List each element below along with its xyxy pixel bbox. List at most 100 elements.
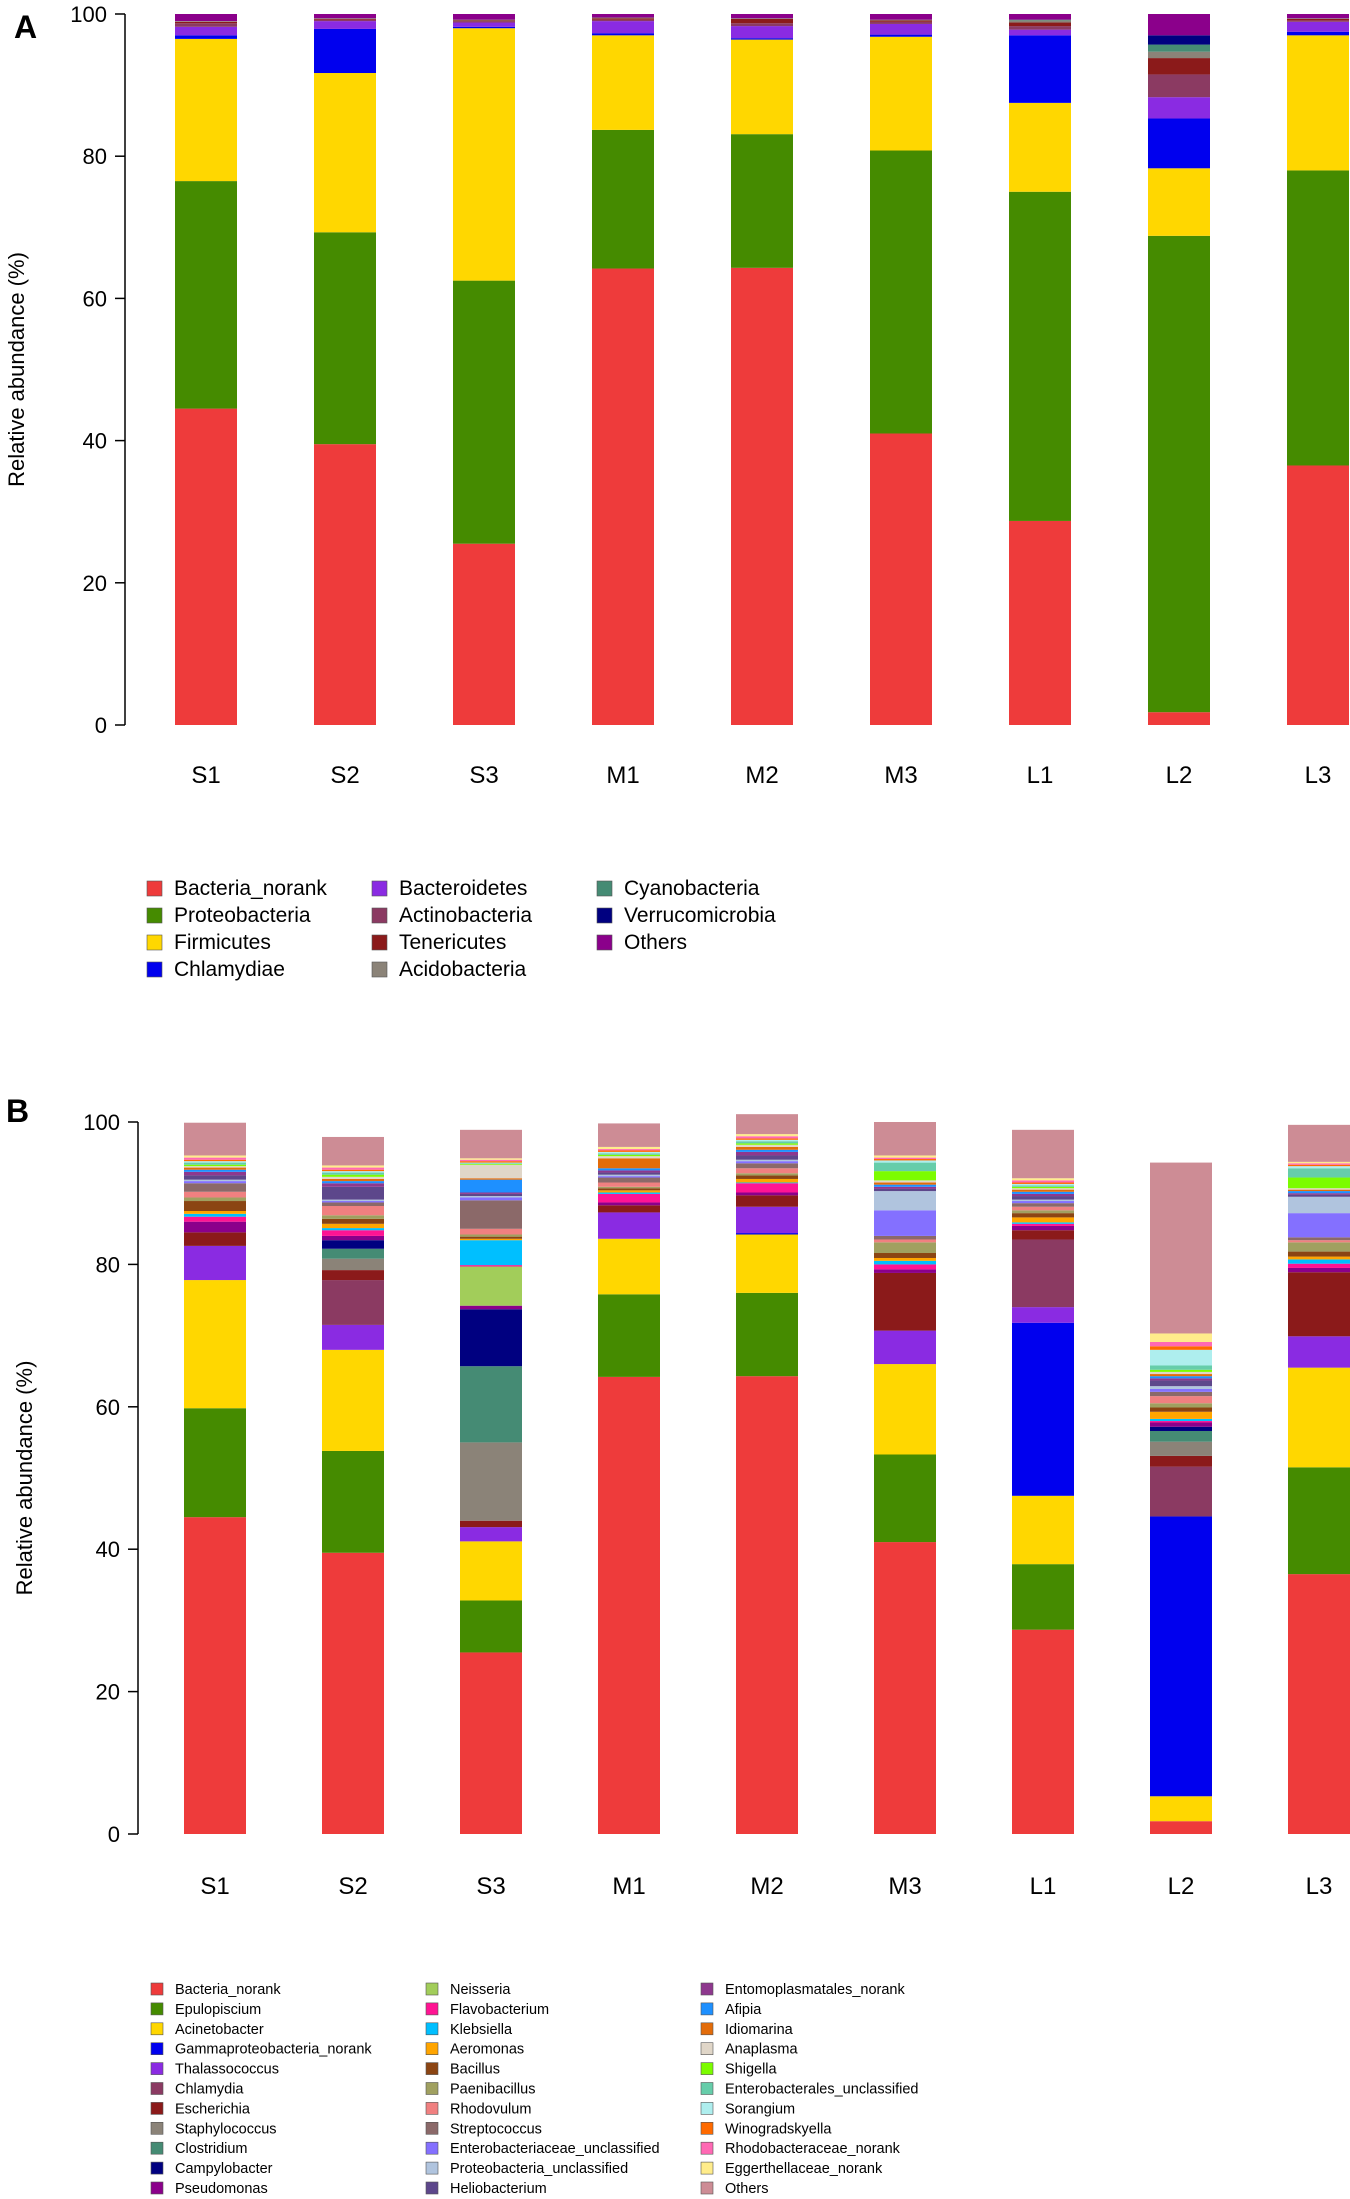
panel-b-legend-label: Winogradskyella (725, 2121, 832, 2137)
panel-b-bar-m2-rhodovulum (736, 1168, 798, 1174)
panel-b-bar-s1-bacteria-norank (184, 1517, 246, 1834)
panel-a-bar-l1-proteobacteria (1009, 191, 1071, 521)
panel-b-y-tick-label: 40 (96, 1537, 120, 1562)
panel-b-bar-s2-heliobacterium (322, 1186, 384, 1200)
panel-b-bar-l3-pseudomonas (1288, 1267, 1350, 1273)
panel-b-bar-l2-anaplasma (1150, 1371, 1212, 1375)
panel-a-bar-m2-tenericutes (731, 18, 793, 24)
panel-b-bar-s2-pseudomonas (322, 1235, 384, 1241)
panel-b-legend-swatch (425, 2122, 439, 2135)
panel-a-bar-m3-bacteria-norank (870, 433, 932, 725)
panel-b-legend-swatch (425, 2161, 439, 2175)
panel-b-category-label: S1 (200, 1873, 229, 1900)
panel-a-legend-swatch (596, 907, 613, 924)
panel-b-legend-swatch (425, 2082, 439, 2095)
panel-b-bar-l2-proteobacteria-unclassified (1150, 1386, 1212, 1389)
panel-b-bar-s2-anaplasma (322, 1176, 384, 1179)
panel-b-bar-l3-rhodobacteraceae-norank (1288, 1163, 1350, 1165)
panel-a-bar-s1-tenericutes (175, 21, 237, 24)
panel-b-bar-l2-rhodovulum (1150, 1396, 1212, 1404)
panel-b-y-tick-label: 80 (96, 1252, 120, 1277)
panel-b-legend-swatch (700, 2181, 714, 2195)
panel-a-legend-label: Verrucomicrobia (624, 904, 776, 927)
panel-a-bar-s2-proteobacteria (314, 232, 376, 445)
panel-b-bar-s2-campylobacter (322, 1240, 384, 1249)
panel-b-bar-l1-rhodobacteraceae-norank (1012, 1180, 1074, 1183)
panel-b-legend-label: Epulopiscium (175, 2002, 261, 2018)
panel-b-bar-s2-winogradskyella (322, 1169, 384, 1172)
panel-b-bar-l1-thalassococcus (1012, 1307, 1074, 1323)
panel-b-legend-swatch (700, 2022, 714, 2036)
panel-b-legend-swatch (700, 2141, 714, 2155)
panel-b-bar-s3-anaplasma (460, 1164, 522, 1179)
panel-b-legend-label: Chlamydia (175, 2082, 244, 2098)
panel-b-bar-m1-enterobacterales-unclassified (598, 1153, 660, 1155)
panel-b-bar-m2-anaplasma (736, 1144, 798, 1147)
panel-b-bar-s3-eggerthellaceae-norank (460, 1158, 522, 1160)
panel-b-legend-label: Eggerthellaceae_norank (725, 2161, 883, 2177)
panel-b-bar-l2-enterobacterales-unclassified (1150, 1365, 1212, 1370)
panel-a-legend-swatch (146, 907, 163, 924)
panel-b-bar-s3-paenibacillus (460, 1234, 522, 1237)
panel-b-bar-s2-eggerthellaceae-norank (322, 1165, 384, 1168)
panel-b-legend-label: Pseudomonas (175, 2181, 268, 2197)
panel-b-bar-m2-pseudomonas (736, 1192, 798, 1196)
panel-b-bar-m3-shigella (874, 1171, 936, 1181)
panel-b-bar-m3-acinetobacter (874, 1364, 936, 1455)
panel-b-bar-l2-heliobacterium (1150, 1380, 1212, 1387)
panel-a-legend-swatch (146, 934, 163, 951)
panel-a-bar-m3-firmicutes (870, 36, 932, 151)
panel-b-bar-s2-thalassococcus (322, 1324, 384, 1350)
panel-a-y-axis-label: Relative abundance (%) (4, 252, 29, 487)
panel-a-category-label: L1 (1027, 762, 1054, 789)
panel-b-legend-label: Streptococcus (450, 2121, 542, 2137)
panel-b-bar-m3-entomoplasmatales-norank (874, 1186, 936, 1189)
panel-b-bar-s3-heliobacterium (460, 1193, 522, 1197)
panel-b-category-label: M1 (612, 1873, 645, 1900)
panel-b-legend-swatch (150, 2062, 164, 2075)
panel-b-bar-s3-entomoplasmatales-norank (460, 1192, 522, 1194)
panel-b-legend-swatch (150, 2022, 164, 2036)
panel-a-bar-l3-firmicutes (1287, 35, 1349, 171)
panel-b-legend-label: Sorangium (725, 2101, 795, 2117)
panel-b-bar-l1-proteobacteria-unclassified (1012, 1199, 1074, 1202)
panel-b-bar-m2-paenibacillus (736, 1173, 798, 1176)
panel-b-bar-s2-rhodovulum (322, 1206, 384, 1216)
panel-a-bar-s2-acidobacteria (314, 18, 376, 19)
panel-b-legend-swatch (425, 2062, 439, 2075)
panel-b-bar-l3-afipia (1288, 1191, 1350, 1194)
panel-b-bar-m1-thalassococcus (598, 1212, 660, 1239)
panel-b-bar-s1-rhodobacteraceae-norank (184, 1157, 246, 1160)
panel-b-bar-s1-klebsiella (184, 1213, 246, 1217)
panel-b-bar-l2-winogradskyella (1150, 1346, 1212, 1350)
panel-b-category-label: M2 (750, 1873, 783, 1900)
panel-b-bar-m1-bacillus (598, 1188, 660, 1191)
panel-b-bar-m3-streptococcus (874, 1235, 936, 1240)
panel-a-y-tick-label: 100 (70, 2, 107, 27)
panel-b-bar-l1-eggerthellaceae-norank (1012, 1178, 1074, 1181)
panel-a-bar-l2-proteobacteria (1148, 235, 1210, 713)
panel-b-bar-s3-rhodobacteraceae-norank (460, 1159, 522, 1162)
panel-b-bar-l2-shigella (1150, 1369, 1212, 1372)
panel-a-bar-l1-others (1009, 14, 1071, 20)
panel-b-chart: B 0 20 40 60 80 100 Relative abundance (%) S1 S2 S… (6, 1093, 1350, 2197)
panel-b-bar-m3-eggerthellaceae-norank (874, 1155, 936, 1158)
panel-b-bar-s3-bacillus (460, 1236, 522, 1239)
panel-b-bar-s3-pseudomonas (460, 1305, 522, 1310)
panel-b-legend-swatch (425, 2181, 439, 2195)
panel-b-bar-m2-proteobacteria-unclassified (736, 1159, 798, 1162)
panel-a-category-label: L3 (1305, 762, 1332, 789)
panel-b-bar-m2-rhodobacteraceae-norank (736, 1136, 798, 1139)
panel-b-bar-l3-eggerthellaceae-norank (1288, 1161, 1350, 1164)
panel-a-bar-s1-others (175, 14, 237, 22)
panel-a-bar-s3-firmicutes (453, 28, 515, 281)
panel-b-bar-s1-heliobacterium (184, 1175, 246, 1180)
panel-b-bar-l2-campylobacter (1150, 1426, 1212, 1432)
panel-a-bar-m2-actinobacteria (731, 23, 793, 27)
panel-b-bar-l3-bacteria-norank (1288, 1574, 1350, 1834)
panel-b-bar-s2-streptococcus (322, 1202, 384, 1207)
panel-b-bar-s3-clostridium (460, 1366, 522, 1443)
panel-b-bar-m3-paenibacillus (874, 1242, 936, 1254)
panel-b-bar-l1-flavobacterium (1012, 1223, 1074, 1226)
panel-b-bar-s3-klebsiella (460, 1240, 522, 1266)
